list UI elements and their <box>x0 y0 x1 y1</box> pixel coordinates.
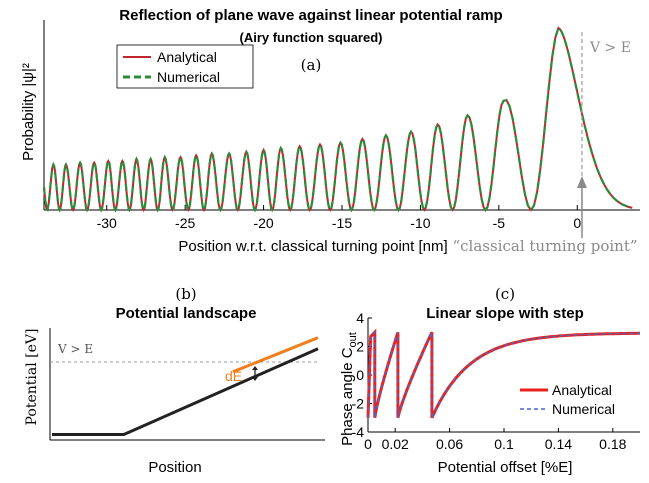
panel-a-x-tick-label: -10 <box>410 215 430 231</box>
panel-c-y-tick-label: 4 <box>356 310 364 326</box>
panel-c-ylabel-group: Phase angle Cout <box>339 332 359 446</box>
panel-c-ylabel: Phase angle Cout <box>339 332 359 446</box>
panel-a-ylabel: Probability |ψ|² <box>20 63 37 161</box>
panel-c: (c) Linear slope with step Phase angle C… <box>339 285 641 476</box>
dE-arrowhead-up <box>252 366 258 370</box>
panel-c-legend: Analytical Numerical <box>511 377 641 421</box>
panel-c-x-tick-label: 0.06 <box>436 436 463 452</box>
panel-b: (b) Potential landscape Potential [eV] V… <box>24 285 325 476</box>
panel-c-x-tick-label: 0 <box>364 436 372 452</box>
panel-a-label: (a) <box>301 56 322 74</box>
panel-c-ylabel-sub: out <box>347 332 359 347</box>
panel-c-y-tick-label: -2 <box>352 396 365 412</box>
legend-c-numerical-label: Numerical <box>552 401 615 417</box>
dE-label: dE <box>225 368 242 384</box>
panel-c-xlabel: Potential offset [%E] <box>438 459 573 476</box>
panel-c-x-tick-label: 0.1 <box>494 436 514 452</box>
panel-a-curves <box>42 26 633 213</box>
turning-point-arrowhead <box>576 176 587 188</box>
turning-point-label: “classical turning point” <box>452 237 637 255</box>
panel-a-x-tick-label: -15 <box>332 215 352 231</box>
panel-c-y-tick-label: 0 <box>356 367 364 383</box>
legend-analytical-label: Analytical <box>157 49 217 65</box>
legend-c-analytical-label: Analytical <box>552 382 612 398</box>
panel-c-title: Linear slope with step <box>426 305 584 322</box>
panel-c-y-tick-label: -4 <box>352 424 365 440</box>
panel-c-ticks: 0 0.02 0.06 0.1 0.14 0.18 -4 -2 0 2 4 <box>352 310 627 452</box>
panel-a-x-tick-label: -5 <box>493 215 506 231</box>
panel-c-numerical-curve <box>367 330 640 419</box>
panel-a-analytical-curve <box>43 26 633 213</box>
panel-c-y-tick-label: 2 <box>356 339 364 355</box>
panel-b-label: (b) <box>175 285 196 303</box>
panel-a-region-label: V > E <box>589 40 631 56</box>
panel-a-x-tick-label: -25 <box>175 215 195 231</box>
panel-b-title: Potential landscape <box>116 305 257 322</box>
panel-c-x-tick-label: 0.02 <box>382 436 409 452</box>
panel-c-curves <box>366 328 640 419</box>
legend-numerical-label: Numerical <box>157 69 220 85</box>
panel-c-x-tick-label: 0.18 <box>599 436 626 452</box>
panel-a-x-tick-label: -30 <box>97 215 117 231</box>
dE-arrowhead-down <box>252 377 258 381</box>
panel-a-x-ticks: -30 -25 -20 -15 -10 -5 0 <box>97 205 581 231</box>
panel-b-xlabel: Position <box>148 459 201 476</box>
panel-b-ylabel: Potential [eV] <box>24 329 40 426</box>
panel-a-xlabel: Position w.r.t. classical turning point … <box>178 238 447 255</box>
panel-a-legend: Analytical Numerical <box>116 44 254 89</box>
panel-a-x-tick-label: 0 <box>573 215 581 231</box>
panel-a: Reflection of plane wave against linear … <box>20 7 640 255</box>
panel-a-x-tick-label: -20 <box>253 215 273 231</box>
panel-b-region-label: V > E <box>57 342 93 356</box>
potential-step-line <box>232 336 319 374</box>
panel-a-annotations: V > E “classical turning point” <box>452 32 638 255</box>
panel-c-label: (c) <box>495 285 515 303</box>
panel-c-ylabel-main: Phase angle C <box>339 347 356 446</box>
panel-c-x-tick-label: 0.14 <box>545 436 572 452</box>
panel-a-title: Reflection of plane wave against linear … <box>119 7 502 24</box>
panel-a-subtitle: (Airy function squared) <box>239 30 382 45</box>
